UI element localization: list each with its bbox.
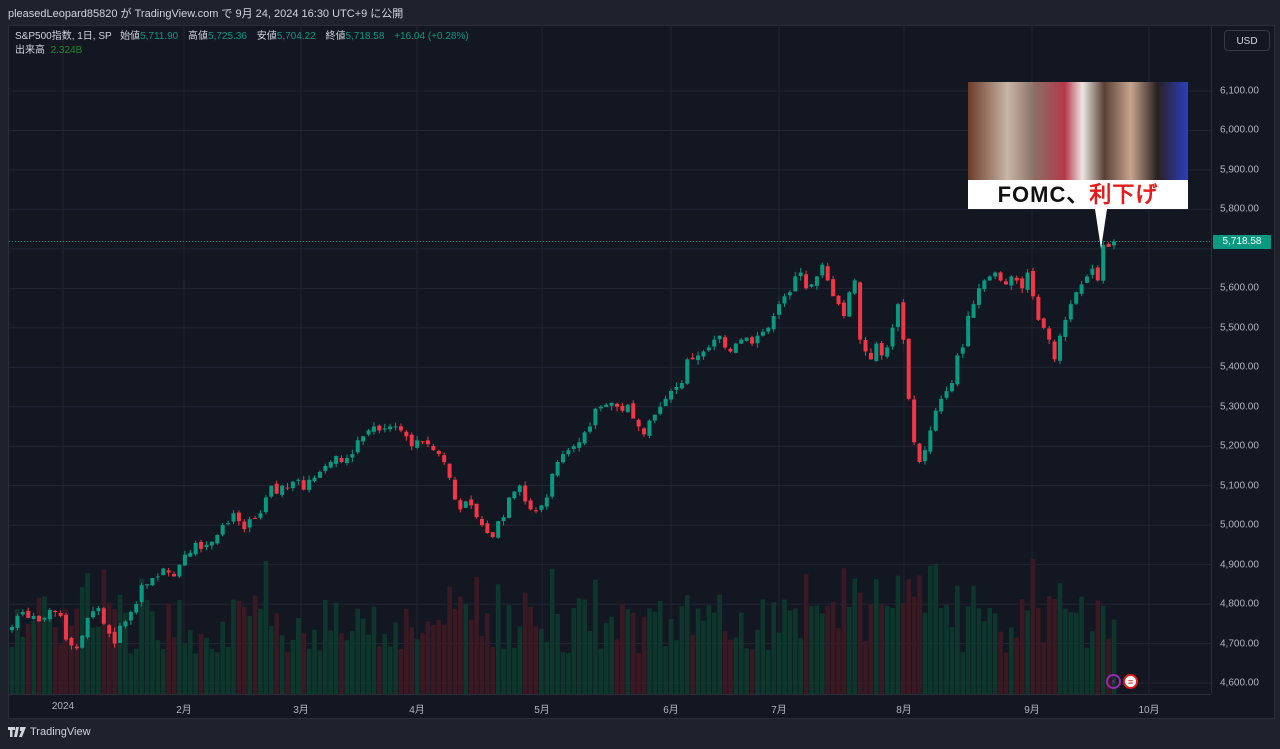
tradingview-logo-icon [8, 727, 26, 737]
change-value: +16.04 (+0.28%) [394, 31, 469, 42]
price-tick: 5,900.00 [1220, 164, 1259, 176]
time-tick: 6月 [663, 705, 679, 716]
caption-red: 利下げ [1089, 182, 1159, 207]
low-value: 5,704.22 [276, 31, 316, 42]
us-flag-event-icon[interactable]: ≡ [1123, 674, 1138, 689]
price-tick: 6,000.00 [1220, 124, 1259, 136]
price-tick: 4,900.00 [1220, 559, 1259, 571]
caption-black: FOMC、 [997, 182, 1090, 207]
volume-label: 出来高 [15, 45, 45, 56]
time-tick: 2024 [51, 701, 75, 712]
brand-name: TradingView [30, 726, 91, 738]
time-tick: 9月 [1024, 705, 1040, 716]
candlestick-chart [9, 26, 1211, 694]
price-tick: 5,100.00 [1220, 480, 1259, 492]
time-tick: 8月 [896, 705, 912, 716]
time-tick: 4月 [409, 705, 425, 716]
symbol-label: S&P500指数, 1日, SP [15, 31, 112, 42]
thumbnail-caption: FOMC、利下げ [968, 180, 1188, 209]
close-value: 5,718.58 [345, 31, 385, 42]
chart-frame: S&P500指数, 1日, SP 始値5,711.90 高値5,725.36 安… [8, 25, 1275, 719]
price-tick: 6,100.00 [1220, 85, 1259, 97]
open-label: 始値 [120, 31, 141, 42]
price-axis[interactable]: USD 6,100.00 6,000.00 5,900.00 5,800.00 5,60… [1211, 26, 1277, 694]
price-tick: 4,700.00 [1220, 638, 1259, 650]
close-label: 終値 [325, 31, 346, 42]
thumbnail-pointer [1095, 209, 1107, 249]
high-value: 5,725.36 [208, 31, 247, 42]
legend: S&P500指数, 1日, SP 始値5,711.90 高値5,725.36 安… [15, 30, 476, 58]
time-tick: 5月 [534, 705, 550, 716]
chart-pane[interactable]: S&P500指数, 1日, SP 始値5,711.90 高値5,725.36 安… [9, 26, 1211, 694]
price-tick: 4,600.00 [1220, 677, 1259, 689]
lightning-event-icon[interactable]: ⚡ [1106, 674, 1121, 689]
price-tick: 5,000.00 [1220, 519, 1259, 531]
published-line: pleasedLeopard85820 が TradingView.com で … [8, 8, 404, 20]
event-markers: ⚡ ≡ [1106, 674, 1138, 689]
price-tick: 5,400.00 [1220, 361, 1259, 373]
time-axis[interactable]: 2024 2月 3月 4月 5月 6月 7月 8月 9月 10月 [9, 694, 1211, 720]
volume-value: 2.324B [50, 45, 83, 56]
price-tick: 5,500.00 [1220, 322, 1259, 334]
open-value: 5,711.90 [140, 31, 179, 42]
high-label: 高値 [188, 31, 209, 42]
footer: TradingView [8, 726, 91, 738]
time-tick: 10月 [1138, 705, 1160, 716]
price-tick: 4,800.00 [1220, 598, 1259, 610]
price-tick: 5,600.00 [1220, 282, 1259, 294]
news-thumbnail[interactable]: FOMC、利下げ [968, 82, 1188, 209]
price-tick: 5,200.00 [1220, 440, 1259, 452]
price-tick: 5,800.00 [1220, 203, 1259, 215]
price-tick: 5,300.00 [1220, 401, 1259, 413]
time-tick: 7月 [771, 705, 787, 716]
time-tick: 2月 [176, 705, 192, 716]
time-tick: 3月 [293, 705, 309, 716]
last-price-label: 5,718.58 [1213, 234, 1271, 249]
thumbnail-image [968, 82, 1188, 180]
low-label: 安値 [256, 31, 277, 42]
currency-button[interactable]: USD [1224, 30, 1270, 51]
